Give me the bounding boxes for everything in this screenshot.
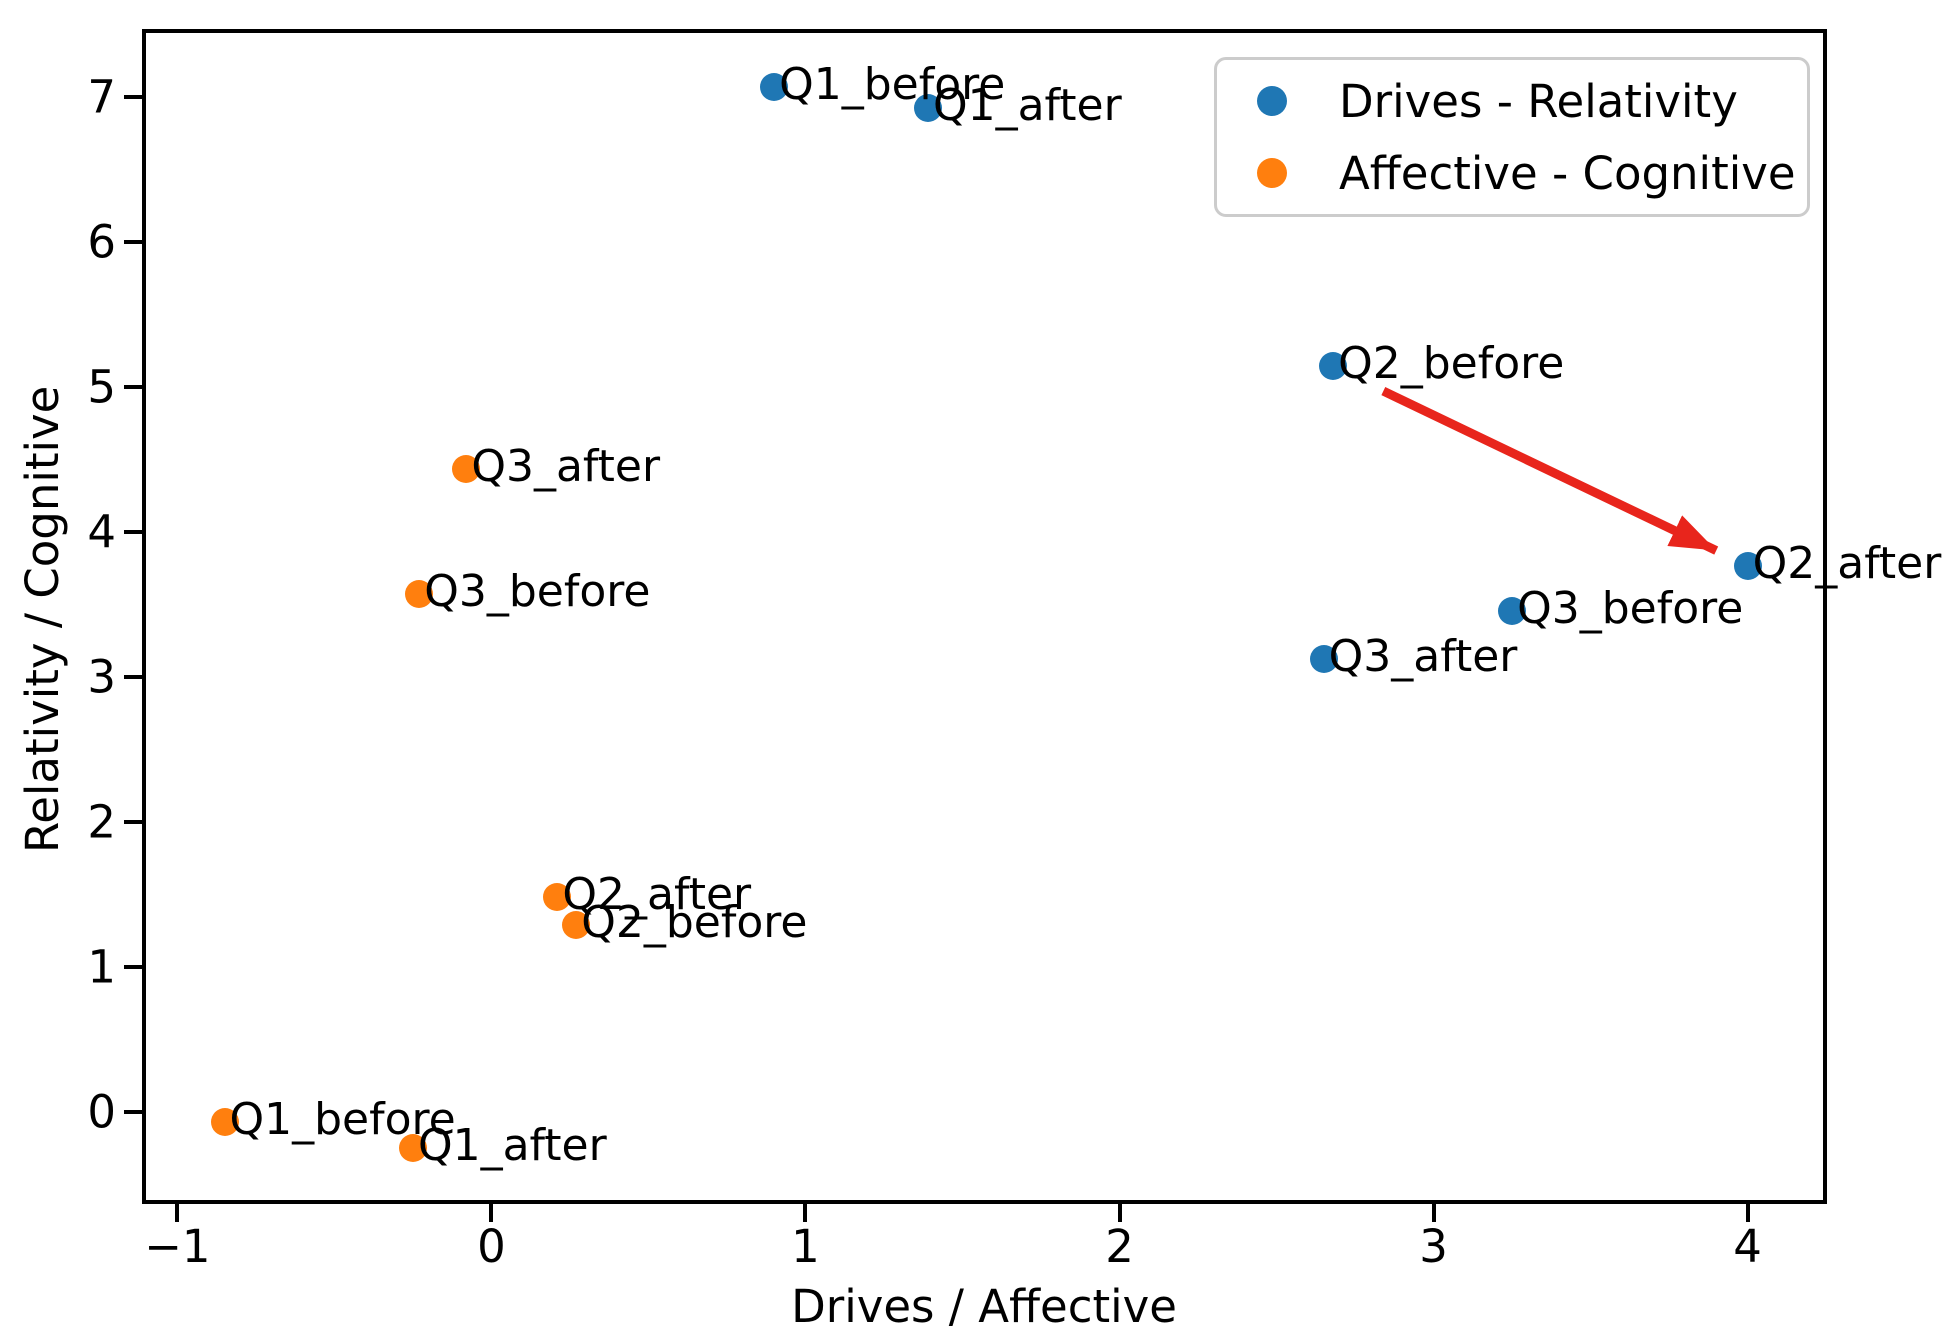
- plot-area: [142, 29, 1827, 1204]
- y-tick-label: 1: [87, 939, 116, 993]
- scatter-point: [210, 1107, 239, 1136]
- y-tick-label: 5: [87, 359, 116, 413]
- scatter-point: [760, 72, 789, 101]
- x-tick: [1117, 1204, 1122, 1222]
- y-tick: [124, 529, 142, 534]
- scatter-point: [398, 1133, 427, 1162]
- y-tick: [124, 384, 142, 389]
- point-label: Q2_after: [1752, 538, 1942, 590]
- x-tick: [1745, 1204, 1750, 1222]
- scatter-point: [562, 910, 591, 939]
- y-tick: [124, 964, 142, 969]
- y-tick-label: 0: [87, 1084, 116, 1138]
- y-tick-label: 3: [87, 649, 116, 703]
- scatter-point: [913, 94, 942, 123]
- legend: Drives - Relativity Affective - Cognitiv…: [1214, 57, 1810, 217]
- legend-row-drives-relativity: Drives - Relativity: [1257, 65, 1807, 137]
- y-tick: [124, 1109, 142, 1114]
- x-tick: [175, 1204, 180, 1222]
- x-tick-label: 3: [1419, 1220, 1448, 1273]
- point-label: Q3_before: [1517, 583, 1744, 635]
- point-label: Q2_before: [581, 896, 808, 948]
- y-tick: [124, 239, 142, 244]
- x-tick: [489, 1204, 494, 1222]
- point-label: Q1_after: [417, 1119, 607, 1171]
- point-label: Q1_before: [229, 1093, 456, 1145]
- scatter-point: [1309, 645, 1338, 674]
- point-label: Q3_after: [1328, 631, 1518, 683]
- legend-marker-orange-icon: [1257, 158, 1287, 188]
- legend-label-drives-relativity: Drives - Relativity: [1339, 74, 1738, 128]
- point-label: Q2_after: [562, 868, 752, 920]
- y-axis-label: Relativity / Cognitive: [16, 385, 69, 853]
- x-tick-label: 0: [477, 1220, 506, 1273]
- x-tick: [1431, 1204, 1436, 1222]
- x-tick-label: 1: [791, 1220, 820, 1273]
- scatter-point: [405, 580, 434, 609]
- point-label: Q3_before: [424, 565, 651, 617]
- x-tick: [803, 1204, 808, 1222]
- x-tick-label: −1: [144, 1220, 211, 1273]
- scatter-point: [1319, 352, 1348, 381]
- y-tick-label: 2: [87, 794, 116, 848]
- y-tick: [124, 674, 142, 679]
- scatter-point: [1498, 597, 1527, 626]
- legend-marker-blue-icon: [1257, 86, 1287, 116]
- point-label: Q2_before: [1338, 338, 1565, 390]
- x-tick-label: 4: [1733, 1220, 1762, 1273]
- scatter-point: [452, 455, 481, 484]
- point-label: Q3_after: [471, 441, 661, 493]
- x-axis-label: Drives / Affective: [791, 1280, 1177, 1333]
- scatter-point: [1733, 552, 1762, 581]
- legend-row-affective-cognitive: Affective - Cognitive: [1257, 137, 1807, 209]
- point-label: Q1_before: [779, 58, 1006, 110]
- y-tick-label: 4: [87, 504, 116, 558]
- y-tick: [124, 94, 142, 99]
- y-tick-label: 6: [87, 215, 116, 268]
- x-tick-label: 2: [1105, 1220, 1134, 1273]
- y-tick-label: 7: [87, 70, 116, 124]
- scatter-point: [543, 883, 572, 911]
- legend-label-affective-cognitive: Affective - Cognitive: [1339, 146, 1796, 200]
- point-label: Q1_after: [932, 80, 1122, 132]
- y-tick: [124, 819, 142, 824]
